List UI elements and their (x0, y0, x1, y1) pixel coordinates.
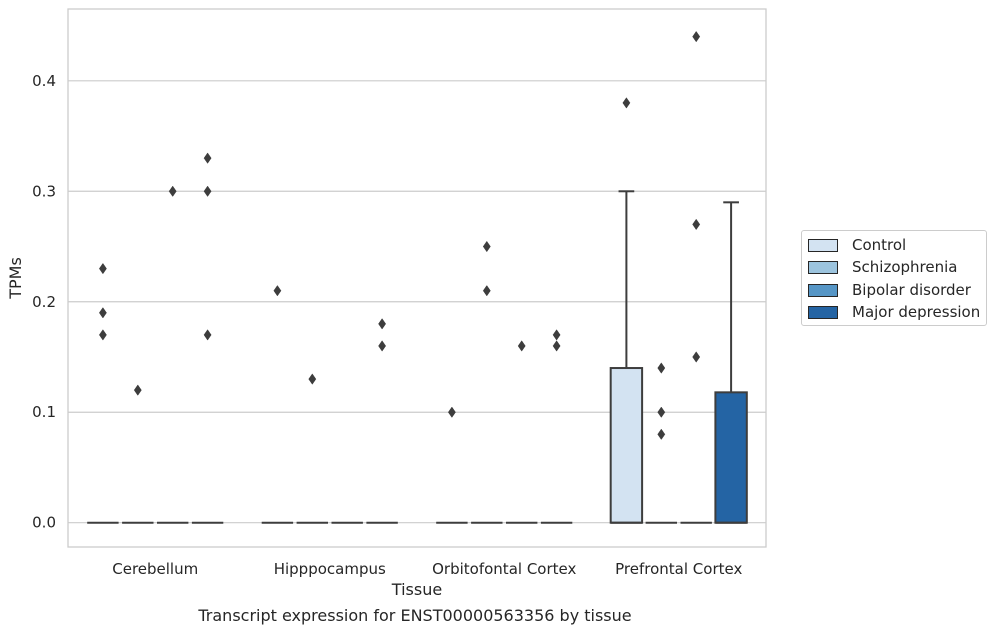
outlier-point (692, 218, 701, 231)
outlier-point (447, 406, 456, 418)
box-group (471, 240, 503, 524)
y-tick-label: 0.0 (32, 514, 56, 532)
x-tick-labels: Cerebellum Hipppocampus Orbitofontal Corte… (112, 560, 742, 578)
box-group (366, 318, 398, 524)
outlier-point (552, 329, 561, 341)
box-group (609, 97, 644, 524)
outlier-point (482, 285, 491, 297)
legend-label-schizophrenia: Schizophrenia (852, 258, 958, 276)
outlier-point (308, 373, 317, 385)
outlier-point (692, 30, 701, 43)
box-group (714, 201, 748, 524)
outlier-point (378, 318, 387, 330)
y-tick-label: 0.1 (32, 403, 56, 421)
legend-item-major-depression: Major depression (808, 302, 980, 322)
chart-caption: Transcript expression for ENST0000056335… (198, 606, 632, 625)
box-group (645, 362, 678, 524)
box-group (680, 30, 712, 524)
x-tick-label: Hipppocampus (274, 560, 386, 578)
legend: Control Schizophrenia Bipolar disorder M… (801, 230, 987, 326)
legend-label-major-depression: Major depression (852, 303, 981, 321)
outlier-point (622, 97, 631, 109)
box-group (156, 185, 189, 524)
box-group (191, 152, 224, 524)
outlier-point (517, 340, 526, 352)
outlier-point (168, 185, 177, 197)
outlier-point (98, 329, 107, 341)
box-group (261, 285, 294, 524)
outlier-point (98, 262, 107, 275)
outlier-point (203, 152, 212, 164)
outlier-point (692, 351, 701, 363)
legend-swatch-bipolar-disorder (808, 283, 838, 297)
x-tick-label: Prefrontal Cortex (615, 560, 742, 578)
legend-swatch-control (808, 238, 838, 252)
box-group (505, 340, 538, 524)
legend-item-control: Control (808, 235, 906, 255)
outlier-point (552, 340, 561, 352)
outlier-point (98, 307, 107, 319)
box-group (122, 384, 154, 524)
y-tick-label: 0.4 (32, 72, 56, 90)
outlier-point (657, 362, 666, 374)
box-group (436, 406, 468, 524)
legend-label-bipolar-disorder: Bipolar disorder (852, 281, 971, 299)
outlier-point (482, 240, 491, 253)
box (714, 391, 748, 524)
outlier-point (133, 384, 142, 396)
x-axis-label: Tissue (391, 580, 442, 599)
box-group (540, 329, 573, 524)
plot-frame (67, 8, 767, 548)
y-tick-labels: 0.0 0.1 0.2 0.3 0.4 (32, 72, 56, 532)
outlier-point (378, 340, 387, 352)
box (609, 367, 644, 524)
y-axis-label: TPMs (6, 257, 25, 300)
legend-swatch-schizophrenia (808, 260, 838, 274)
outlier-point (203, 185, 212, 197)
outlier-point (273, 285, 282, 297)
legend-item-schizophrenia: Schizophrenia (808, 257, 957, 277)
legend-item-bipolar-disorder: Bipolar disorder (808, 280, 971, 300)
legend-swatch-major-depression (808, 305, 838, 319)
gridlines (68, 80, 766, 524)
box-marks (87, 30, 748, 524)
legend-label-control: Control (852, 236, 907, 254)
y-tick-label: 0.2 (32, 293, 56, 311)
y-tick-label: 0.3 (32, 182, 56, 200)
x-tick-label: Orbitofontal Cortex (432, 560, 576, 578)
x-tick-label: Cerebellum (112, 560, 198, 578)
outlier-point (203, 329, 212, 341)
box-group (296, 373, 329, 524)
outlier-point (657, 428, 666, 440)
box-group (87, 262, 119, 524)
outlier-point (657, 406, 666, 418)
